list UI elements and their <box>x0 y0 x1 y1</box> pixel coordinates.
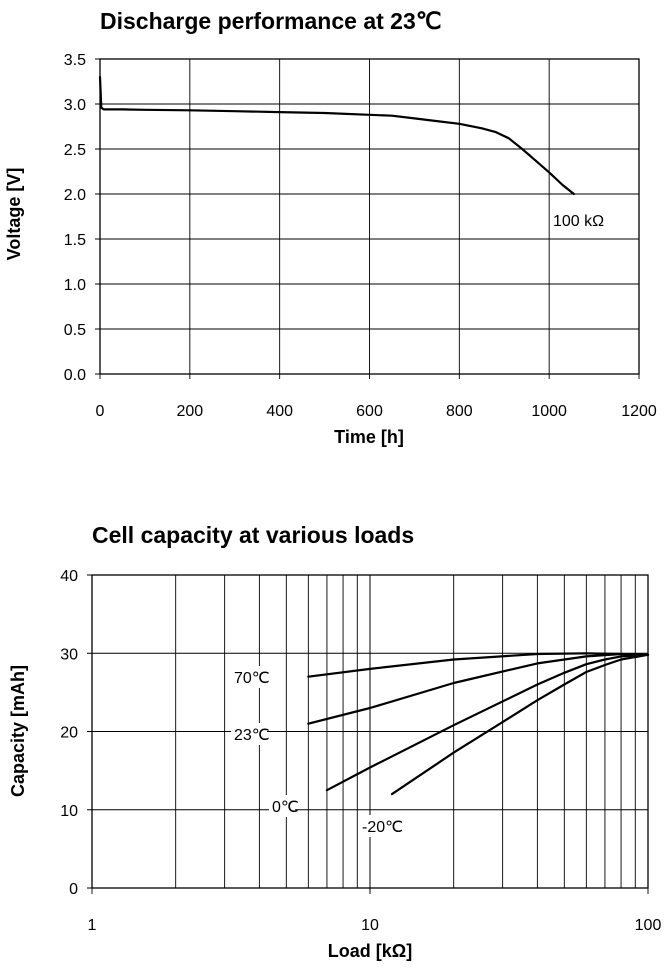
discharge-chart: Discharge performance at 23℃ 100 kΩ 0 200… <box>4 8 657 447</box>
capacity-series-line <box>307 652 650 678</box>
capacity-chart-grid <box>87 574 649 894</box>
capacity-series-line <box>390 653 650 796</box>
capacity-chart-annotations: 70℃ 23℃ 0℃ -20℃ <box>231 666 405 837</box>
capacity-series-label-bg <box>231 666 267 688</box>
discharge-y-tick-label: 1.0 <box>64 277 86 294</box>
capacity-chart-series <box>307 652 650 796</box>
discharge-chart-title: Discharge performance at 23℃ <box>100 8 442 34</box>
capacity-series-line <box>325 653 650 792</box>
capacity-x-tick-label: 1 <box>88 917 97 934</box>
capacity-chart-x-label: Load [kΩ] <box>328 941 412 961</box>
discharge-x-tick-label: 0 <box>96 403 105 420</box>
capacity-y-tick-label: 30 <box>60 646 78 663</box>
discharge-chart-y-label: Voltage [V] <box>4 168 24 261</box>
discharge-y-tick-label: 3.0 <box>64 97 86 114</box>
capacity-chart-y-ticks: 0 10 20 30 40 <box>60 568 78 898</box>
capacity-series-label-bg <box>359 815 405 837</box>
capacity-y-tick-label: 20 <box>60 725 78 742</box>
capacity-series-label: 0℃ <box>272 799 299 816</box>
discharge-chart-series <box>98 75 576 196</box>
discharge-y-tick-label: 1.5 <box>64 232 86 249</box>
capacity-chart-title: Cell capacity at various loads <box>92 522 414 548</box>
capacity-chart-y-label: Capacity [mAh] <box>8 665 28 797</box>
discharge-y-tick-label: 2.5 <box>64 142 86 159</box>
capacity-series-label-bg <box>269 795 295 817</box>
discharge-y-tick-label: 2.0 <box>64 187 86 204</box>
capacity-chart-plot-area <box>91 574 649 889</box>
capacity-chart-x-ticks: 1 10 100 <box>88 917 662 934</box>
capacity-x-tick-label: 10 <box>361 917 379 934</box>
capacity-series-line <box>307 652 650 725</box>
discharge-chart-y-ticks: 0.0 0.5 1.0 1.5 2.0 2.5 3.0 3.5 <box>64 52 86 384</box>
capacity-series-label: 23℃ <box>234 727 270 744</box>
capacity-series-label: 70℃ <box>234 670 270 687</box>
discharge-series-label: 100 kΩ <box>553 213 604 230</box>
discharge-x-tick-label: 1200 <box>621 403 657 420</box>
capacity-series-label: -20℃ <box>362 819 403 836</box>
discharge-y-tick-label: 3.5 <box>64 52 86 69</box>
discharge-chart-grid <box>95 58 640 379</box>
discharge-chart-x-label: Time [h] <box>334 427 404 447</box>
discharge-chart-plot-area <box>99 58 640 375</box>
discharge-y-tick-label: 0.5 <box>64 322 86 339</box>
discharge-x-tick-label: 600 <box>356 403 383 420</box>
capacity-y-tick-label: 10 <box>60 803 78 820</box>
capacity-series-label-bg <box>231 723 267 745</box>
discharge-x-tick-label: 1000 <box>531 403 567 420</box>
discharge-x-tick-label: 800 <box>446 403 473 420</box>
capacity-y-tick-label: 40 <box>60 568 78 585</box>
capacity-x-tick-label: 100 <box>635 917 662 934</box>
discharge-y-tick-label: 0.0 <box>64 367 86 384</box>
capacity-y-tick-label: 0 <box>69 881 78 898</box>
discharge-x-tick-label: 400 <box>266 403 293 420</box>
discharge-chart-annotations: 100 kΩ <box>553 213 604 230</box>
capacity-chart: Cell capacity at various loads 70℃ 23℃ 0℃ -… <box>8 522 661 961</box>
discharge-x-tick-label: 200 <box>176 403 203 420</box>
discharge-series-line <box>98 75 576 196</box>
discharge-chart-x-ticks: 0 200 400 600 800 1000 1200 <box>96 403 657 420</box>
